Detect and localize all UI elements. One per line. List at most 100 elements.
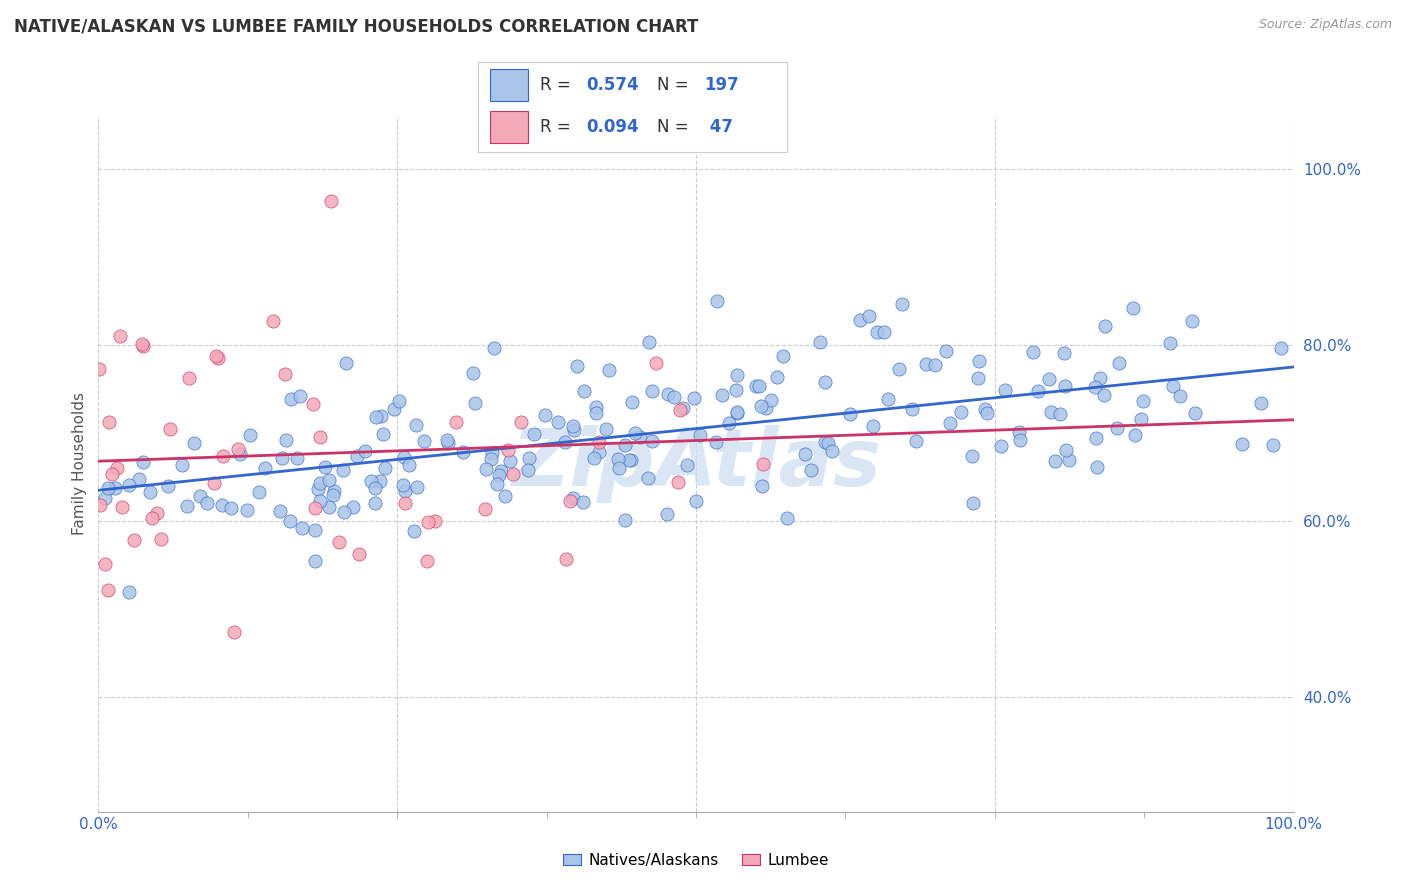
Point: [328, 534, 350, 549]
Point: [308, 430, 330, 444]
Point: [499, 454, 522, 468]
Point: [394, 496, 416, 510]
Point: [488, 467, 510, 482]
Point: [262, 314, 284, 328]
Point: [1180, 314, 1202, 328]
Point: [517, 451, 540, 466]
Point: [364, 481, 387, 495]
Point: [725, 406, 748, 420]
Point: [464, 396, 486, 410]
Point: [666, 475, 689, 490]
Point: [794, 447, 817, 461]
Point: [481, 446, 503, 460]
Point: [301, 396, 323, 410]
Point: [405, 418, 427, 433]
Point: [205, 349, 228, 363]
Point: [141, 511, 163, 525]
Point: [710, 387, 733, 401]
Point: [1008, 425, 1031, 439]
Text: 47: 47: [704, 118, 733, 136]
Point: [139, 484, 162, 499]
Point: [333, 505, 356, 519]
Point: [425, 514, 447, 528]
Point: [188, 489, 211, 503]
Point: [318, 473, 340, 487]
Point: [1230, 436, 1253, 450]
Point: [405, 480, 427, 494]
Point: [382, 401, 405, 416]
Point: [585, 406, 607, 420]
Point: [498, 442, 520, 457]
Point: [839, 407, 862, 421]
Point: [1130, 412, 1153, 426]
Point: [444, 415, 467, 429]
Point: [211, 498, 233, 512]
Point: [873, 326, 896, 340]
Point: [1122, 301, 1144, 315]
Point: [562, 419, 585, 434]
Point: [644, 356, 666, 370]
Point: [415, 554, 437, 568]
Point: [183, 436, 205, 450]
Point: [159, 422, 181, 436]
Point: [304, 524, 326, 538]
FancyBboxPatch shape: [491, 69, 527, 101]
Point: [990, 439, 1012, 453]
Point: [291, 521, 314, 535]
Point: [416, 516, 439, 530]
Point: [1085, 431, 1108, 445]
Point: [94, 491, 117, 506]
Point: [97, 583, 120, 598]
Point: [641, 434, 664, 449]
Point: [207, 351, 229, 365]
Point: [364, 409, 387, 424]
Point: [755, 401, 778, 416]
Point: [131, 337, 153, 351]
Point: [304, 554, 326, 568]
Point: [534, 408, 557, 422]
Text: 0.574: 0.574: [586, 76, 638, 94]
Point: [489, 464, 512, 478]
Point: [177, 371, 200, 385]
Point: [1123, 428, 1146, 442]
Point: [572, 494, 595, 508]
Point: [848, 313, 870, 327]
Point: [1092, 387, 1115, 401]
Point: [89, 362, 111, 376]
Point: [516, 463, 538, 477]
Point: [360, 474, 382, 488]
Point: [554, 434, 576, 449]
Point: [1090, 370, 1112, 384]
Point: [1049, 407, 1071, 421]
Text: R =: R =: [540, 118, 576, 136]
Point: [332, 463, 354, 477]
Point: [609, 460, 631, 475]
Point: [565, 359, 588, 373]
Point: [962, 496, 984, 510]
Point: [146, 506, 169, 520]
Point: [394, 483, 416, 498]
Point: [219, 501, 242, 516]
Point: [1250, 396, 1272, 410]
Point: [766, 369, 789, 384]
Point: [226, 442, 249, 456]
Point: [1108, 356, 1130, 370]
Text: 197: 197: [704, 76, 738, 94]
Text: R =: R =: [540, 76, 576, 94]
Point: [638, 335, 661, 350]
Point: [637, 471, 659, 485]
Point: [555, 551, 578, 566]
Point: [887, 362, 910, 376]
Point: [1168, 389, 1191, 403]
Point: [105, 461, 128, 475]
Point: [572, 384, 595, 398]
Point: [108, 329, 131, 343]
Point: [314, 459, 336, 474]
Point: [776, 511, 799, 525]
Point: [437, 436, 460, 450]
Point: [436, 433, 458, 447]
Point: [558, 494, 581, 508]
Legend: Natives/Alaskans, Lumbee: Natives/Alaskans, Lumbee: [557, 847, 835, 873]
Point: [668, 403, 690, 417]
Point: [725, 368, 748, 382]
